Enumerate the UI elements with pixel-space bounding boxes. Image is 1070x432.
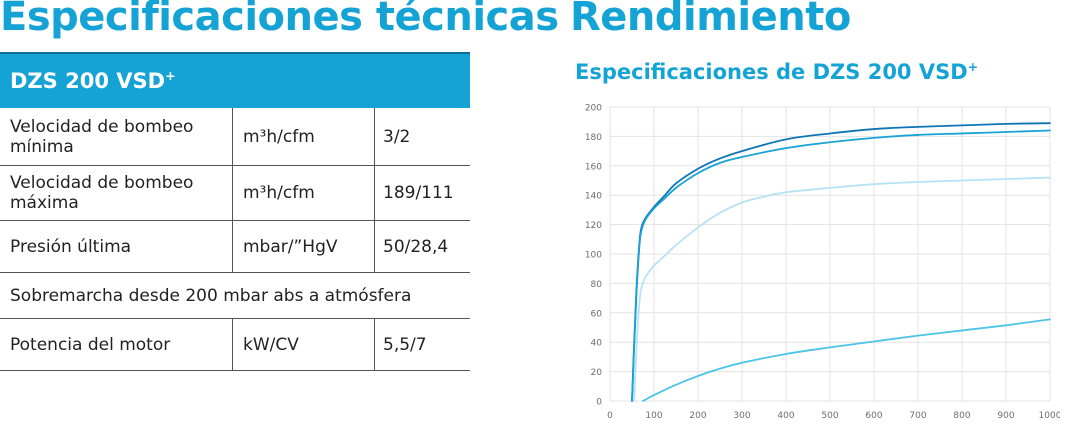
x-tick-label: 400 (777, 411, 794, 421)
chart-title-sup: + (967, 59, 979, 74)
x-tick-label: 500 (821, 411, 838, 421)
x-tick-label: 600 (865, 411, 882, 421)
series-line-4 (642, 318, 1051, 402)
x-tick-label: 0 (607, 411, 613, 421)
table-row: Potencia del motor kW/CV 5,5/7 (0, 319, 470, 371)
y-tick-label: 60 (591, 309, 603, 319)
series-line-2 (631, 129, 1051, 402)
section-title-performance: Rendimiento (570, 0, 851, 40)
y-tick-label: 80 (591, 280, 603, 290)
row-unit: m³h/cfm (233, 166, 375, 220)
row-label: Velocidad de bombeo máxima (0, 166, 233, 220)
x-tick-label: 300 (733, 411, 750, 421)
y-tick-label: 140 (585, 192, 602, 202)
y-tick-label: 100 (585, 251, 602, 261)
y-tick-label: 200 (585, 104, 602, 114)
row-value: 50/28,4 (383, 236, 449, 257)
performance-chart: 0 20 40 60 80 100 120 140 160 180 200 0 100 200 300 400… (585, 104, 1060, 422)
chart-grid (609, 106, 1051, 402)
row-value: 3/2 (383, 126, 411, 147)
spec-table-header: DZS 200 VSD+ (0, 52, 470, 108)
x-tick-label: 200 (689, 411, 706, 421)
y-tick-label: 160 (585, 162, 602, 172)
x-tick-label: 1000 (1039, 411, 1060, 421)
x-tick-label: 700 (909, 411, 926, 421)
series-line-1 (631, 122, 1051, 402)
chart-series (631, 122, 1051, 402)
chart-title: Especificaciones de DZS 200 VSD+ (575, 60, 978, 84)
row-label: Presión última (0, 221, 233, 272)
table-note: Sobremarcha desde 200 mbar abs a atmósfe… (10, 285, 412, 306)
table-row: Velocidad de bombeo máxima m³h/cfm 189/1… (0, 166, 470, 221)
table-row: Velocidad de bombeo mínima m³h/cfm 3/2 (0, 108, 470, 166)
row-value: 189/111 (383, 183, 454, 203)
table-note-row: Sobremarcha desde 200 mbar abs a atmósfe… (0, 273, 470, 319)
series-line-3 (633, 176, 1051, 402)
table-row: Presión última mbar/”HgV 50/28,4 (0, 221, 470, 273)
x-tick-label: 900 (997, 411, 1014, 421)
row-unit: m³h/cfm (233, 108, 375, 165)
y-tick-label: 0 (596, 398, 602, 408)
model-name-sup: + (165, 68, 176, 83)
x-tick-label: 100 (645, 411, 662, 421)
y-tick-label: 180 (585, 133, 602, 143)
row-unit: kW/CV (233, 319, 375, 370)
x-tick-label: 800 (953, 411, 970, 421)
chart-title-text: Especificaciones de DZS 200 VSD (575, 60, 968, 84)
row-label: Potencia del motor (0, 319, 233, 370)
chart-ticks: 0 20 40 60 80 100 120 140 160 180 200 0 100 200 300 400… (585, 104, 1060, 422)
section-title-specifications: Especificaciones técnicas (0, 0, 559, 40)
model-name: DZS 200 VSD (10, 69, 166, 93)
spec-table: DZS 200 VSD+ Velocidad de bombeo mínima … (0, 52, 470, 371)
y-tick-label: 40 (591, 339, 603, 349)
y-tick-label: 120 (585, 221, 602, 231)
y-tick-label: 20 (591, 368, 603, 378)
row-unit: mbar/”HgV (233, 221, 375, 272)
row-label: Velocidad de bombeo mínima (0, 108, 233, 165)
row-value: 5,5/7 (383, 334, 427, 355)
